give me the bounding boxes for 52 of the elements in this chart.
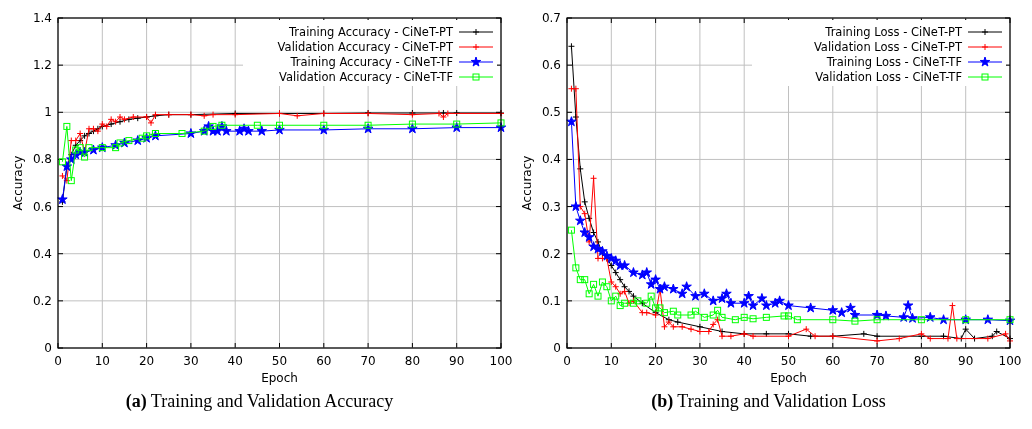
x-tick-label: 40 [736,354,752,368]
y-tick-label: 1 [44,105,52,120]
legend-label: Validation Loss - CiNeT-PT [813,40,963,54]
x-tick-label: 80 [913,354,930,368]
x-tick-label: 0 [563,354,571,368]
x-tick-label: 90 [958,354,974,368]
x-tick-label: 20 [138,354,155,368]
legend-label: Validation Loss - CiNeT-TF [815,70,962,84]
x-tick-label: 40 [227,354,243,368]
y-tick-label: 0.1 [541,293,561,308]
legend-label: Training Loss - CiNeT-TF [825,55,962,69]
x-tick-label: 70 [360,354,376,368]
y-tick-label: 1.4 [32,11,52,25]
y-tick-label: 0 [553,341,561,355]
x-tick-label: 20 [647,354,664,368]
legend-label: Training Loss - CiNeT-PT [824,25,963,39]
x-tick-label: 70 [869,354,885,368]
x-tick-label: 30 [692,354,708,368]
legend-label: Validation Accuracy - CiNeT-PT [277,40,454,54]
x-tick-label: 60 [825,354,841,368]
y-tick-label: 0.3 [541,199,561,214]
x-tick-label: 10 [94,354,110,368]
y-tick-label: 0.7 [541,11,561,25]
legend-label: Training Accuracy - CiNeT-PT [288,25,454,39]
legend-label: Validation Accuracy - CiNeT-TF [278,70,453,84]
y-tick-label: 0.6 [541,58,561,73]
y-tick-label: 0.2 [541,246,561,261]
legend-label: Training Accuracy - CiNeT-TF [289,55,453,69]
y-axis-title: Accuracy [520,155,534,211]
x-tick-label: 100 [489,354,513,368]
x-tick-label: 50 [271,354,288,368]
x-tick-label: 0 [54,354,62,368]
y-tick-label: 0.8 [32,152,52,167]
x-tick-label: 30 [183,354,199,368]
x-tick-label: 80 [404,354,421,368]
x-tick-label: 90 [449,354,465,368]
y-tick-label: 0.4 [541,152,561,167]
text: (b) Training and Validation Loss [651,391,886,412]
y-tick-label: 0.2 [32,293,52,308]
y-tick-label: 0.4 [32,246,52,261]
y-tick-label: 0 [44,341,52,355]
x-axis-title: Epoch [770,371,807,385]
text: (a) Training and Validation Accuracy [125,391,394,412]
x-tick-label: 60 [316,354,332,368]
x-tick-label: 100 [998,354,1022,368]
x-tick-label: 50 [780,354,797,368]
x-tick-label: 10 [603,354,619,368]
x-axis-title: Epoch [261,371,298,385]
y-tick-label: 0.6 [32,199,52,214]
y-tick-label: 1.2 [32,58,52,73]
y-axis-title: Accuracy [11,155,25,211]
y-tick-label: 0.5 [541,105,561,120]
